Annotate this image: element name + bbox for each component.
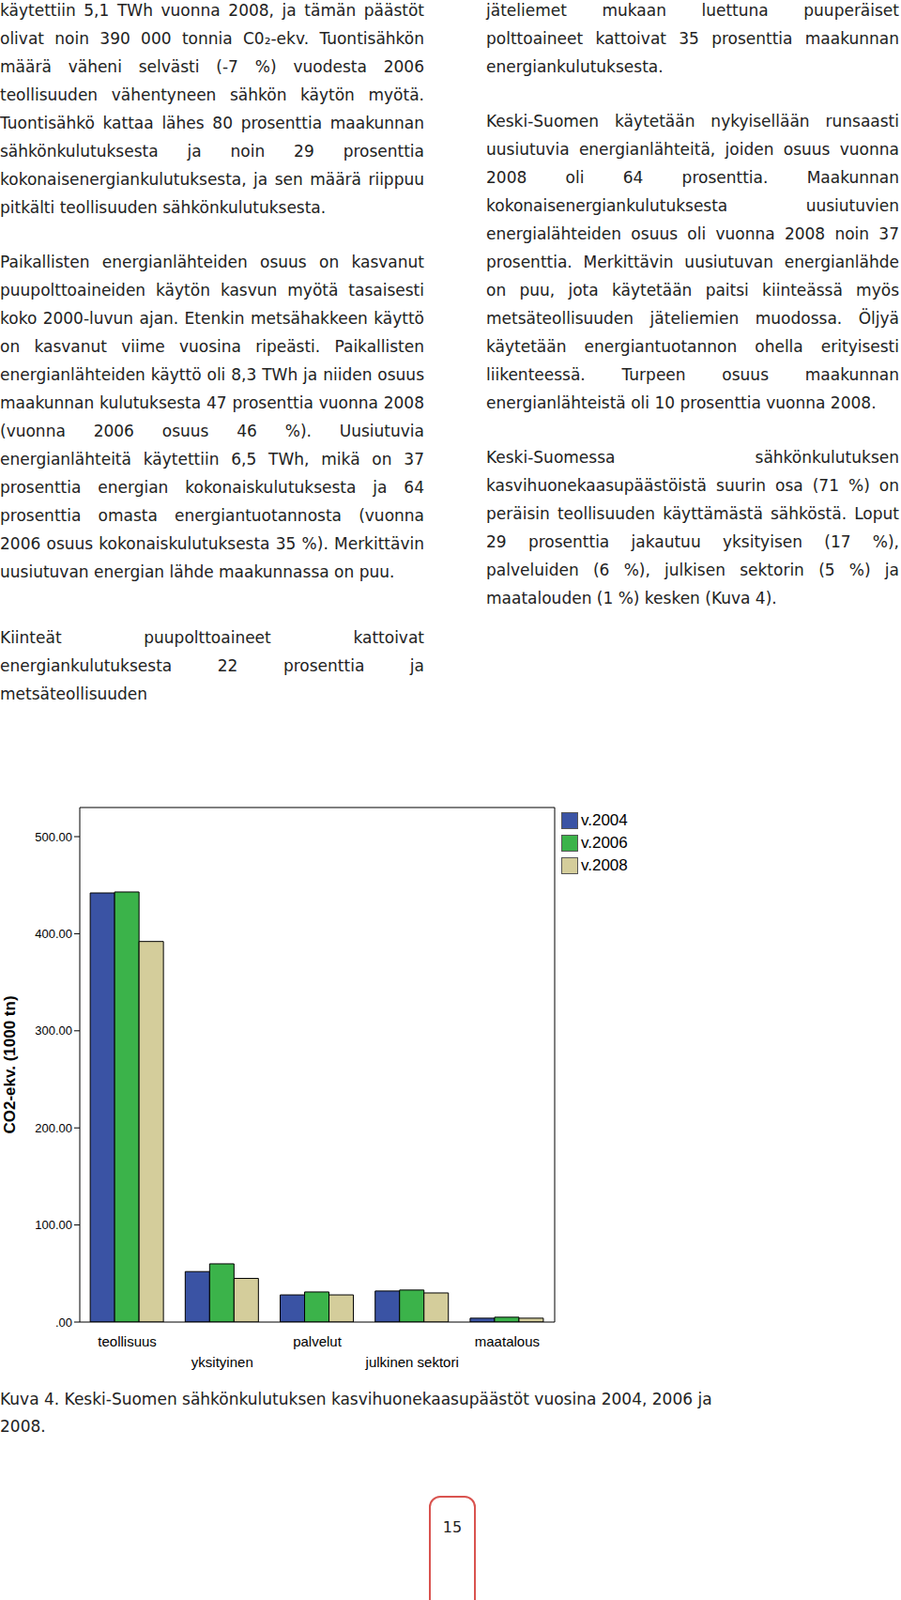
svg-text:200.00: 200.00 [34, 1120, 73, 1135]
html-text:15: 15 [442, 1517, 462, 1536]
svg-text:palvelut: palvelut [292, 1332, 343, 1349]
html-text:Keski-Suomen käytetään nykyise: Keski-Suomen käytetään nykyisellään runs… [486, 111, 900, 413]
html-text:Keski-Suomessa sähkönkulutukse: Keski-Suomessa sähkönkulutuksen kasvihuo… [486, 447, 900, 608]
html-text:v.2008: v.2008 [580, 855, 628, 874]
svg-text:300.00: 300.00 [34, 1023, 73, 1038]
html-text:v.2004: v.2004 [580, 810, 628, 829]
svg-text:CO2-ekv. (1000 tn): CO2-ekv. (1000 tn) [7, 994, 19, 1133]
svg-text:julkinen sektori: julkinen sektori [365, 1353, 459, 1370]
svg-text:maatalous: maatalous [474, 1332, 540, 1349]
html-text:käytettiin 5,1 TWh vuonna 2008: käytettiin 5,1 TWh vuonna 2008, ja tämän… [0, 0, 425, 217]
html-text:Kiinteät puupolttoaineet katto: Kiinteät puupolttoaineet kattoivat energ… [0, 627, 425, 703]
html-text:Kuva 4. Keski-Suomen sähkönkul: Kuva 4. Keski-Suomen sähkönkulutuksen ka… [0, 1389, 712, 1436]
svg-text:100.00: 100.00 [34, 1217, 73, 1232]
svg-text:500.00: 500.00 [34, 829, 73, 844]
html-text:jäteliemet mukaan luettuna puu: jäteliemet mukaan luettuna puuperäiset p… [486, 0, 900, 77]
svg-text:teollisuus: teollisuus [97, 1332, 157, 1349]
html-text:Paikallisten energianlähteiden: Paikallisten energianlähteiden osuus on … [0, 252, 425, 581]
svg-text:.00: .00 [55, 1314, 73, 1329]
svg-text:yksityinen: yksityinen [191, 1353, 254, 1370]
svg-text:400.00: 400.00 [34, 926, 73, 941]
html-text:v.2006: v.2006 [580, 833, 628, 852]
